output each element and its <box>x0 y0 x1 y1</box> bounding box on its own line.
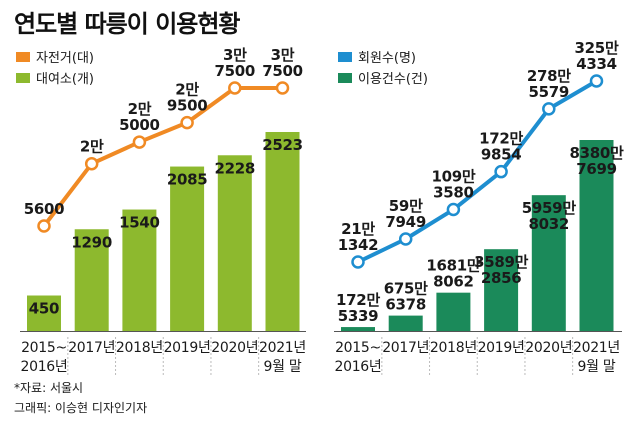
line-point <box>398 232 413 246</box>
line-value-label: 4334 <box>576 55 617 73</box>
x-tick-label: 2017년 <box>68 340 115 356</box>
x-tick-label: 2015~ <box>335 340 381 356</box>
bar-value-label: 675만 <box>384 280 428 298</box>
line-value-label: 5579 <box>529 83 570 101</box>
bar-value-label: 2856 <box>481 269 522 287</box>
line-value-label: 3만 <box>271 46 295 64</box>
x-tick-label: 2016년 <box>334 359 381 375</box>
bar-value-label: 8062 <box>433 273 474 291</box>
x-tick-label: 2015~ <box>21 340 67 356</box>
x-tick-label: 2019년 <box>164 340 211 356</box>
page-title: 연도별 따릉이 이용현황 <box>14 10 240 38</box>
bar-value-label: 450 <box>29 300 59 318</box>
bar-value-label: 5339 <box>338 307 379 325</box>
source-note: *자료: 서울시 <box>14 381 83 395</box>
line-value-label: 325만 <box>575 39 619 57</box>
x-tick-label: 2018년 <box>116 340 163 356</box>
bar-value-label: 6378 <box>385 296 426 314</box>
x-tick-label: 9월 말 <box>264 359 302 375</box>
x-tick-label: 2021년 <box>259 340 306 356</box>
legend-label-line: 자전거(대) <box>36 51 94 66</box>
x-tick-label: 2021년 <box>573 340 620 356</box>
bar-value-label: 8032 <box>529 215 570 233</box>
credit-note: 그래픽: 이승현 디자인기자 <box>14 401 147 415</box>
line-point <box>275 81 290 95</box>
line-point <box>446 202 461 217</box>
line-value-label: 2만 <box>80 138 104 156</box>
line-point <box>180 115 194 130</box>
legend-swatch-bar <box>16 73 30 83</box>
line-point <box>228 81 242 95</box>
bar <box>388 315 423 331</box>
legend-label-bar: 이용건수(건) <box>358 72 428 87</box>
line-value-label: 7500 <box>215 62 256 80</box>
bar <box>579 140 614 331</box>
legend-swatch-line <box>338 52 352 62</box>
line-point <box>589 74 604 88</box>
bar <box>265 132 300 331</box>
line-value-label: 3만 <box>223 46 247 64</box>
bar <box>436 292 471 331</box>
line-value-label: 5600 <box>24 200 65 218</box>
line-point <box>542 102 556 116</box>
bar <box>217 155 252 331</box>
line-value-label: 59만 <box>389 197 423 215</box>
line-point <box>132 135 147 149</box>
line-value-label: 9500 <box>167 97 208 115</box>
x-tick-label: 2018년 <box>430 340 477 356</box>
bar-value-label: 5959만 <box>522 199 577 217</box>
x-tick-label: 2017년 <box>382 340 429 356</box>
bar <box>170 166 205 331</box>
bar-value-label: 2523 <box>262 136 303 154</box>
series-line <box>42 86 285 228</box>
bar-value-label: 1290 <box>71 233 112 251</box>
line-value-label: 1342 <box>338 236 379 254</box>
left-chart: 자전거(대) 대여소(개) 450 1290 1540 2085 2228 2523 5600 2… <box>16 46 306 377</box>
line-point <box>351 255 365 269</box>
line-value-label: 3580 <box>433 184 474 202</box>
x-tick-label: 2019년 <box>478 340 525 356</box>
line-value-label: 5000 <box>119 116 160 134</box>
line-value-label: 7949 <box>385 213 426 231</box>
bar-value-label: 7699 <box>576 160 617 178</box>
x-tick-label: 9월 말 <box>578 359 616 375</box>
legend-swatch-bar <box>338 73 352 83</box>
right-chart: 회원수(명)이용건수(건)172만5339675만63781681만806235… <box>334 39 624 377</box>
bar <box>122 209 157 331</box>
bar <box>341 327 375 331</box>
bar <box>27 295 61 331</box>
bar <box>74 229 109 331</box>
bar-value-label: 1540 <box>119 214 160 232</box>
line-value-label: 109만 <box>431 168 475 186</box>
series-line <box>356 79 599 264</box>
line-value-label: 21만 <box>341 220 375 238</box>
line-point <box>494 164 508 179</box>
line-point <box>37 219 51 233</box>
line-value-label: 172만 <box>479 130 523 148</box>
bar-value-label: 8380만 <box>569 144 624 162</box>
bar <box>531 195 566 331</box>
line-point <box>84 156 99 171</box>
legend-label-bar: 대여소(개) <box>36 72 94 87</box>
x-tick-label: 2016년 <box>20 359 67 375</box>
line-value-label: 2만 <box>175 81 199 99</box>
bar-value-label: 1681만 <box>426 257 481 275</box>
line-value-label: 7500 <box>262 62 303 80</box>
legend-label-line: 회원수(명) <box>358 51 416 66</box>
bar-value-label: 3589만 <box>474 253 529 271</box>
line-value-label: 278만 <box>527 67 571 85</box>
bar <box>484 249 519 331</box>
bar-value-label: 2085 <box>167 171 208 189</box>
line-value-label: 9854 <box>481 146 522 164</box>
x-tick-label: 2020년 <box>525 340 572 356</box>
legend-swatch-line <box>16 52 30 62</box>
line-value-label: 2만 <box>128 100 152 118</box>
x-tick-label: 2020년 <box>211 340 258 356</box>
bar-value-label: 2228 <box>215 159 256 177</box>
bar-value-label: 172만 <box>336 291 380 309</box>
